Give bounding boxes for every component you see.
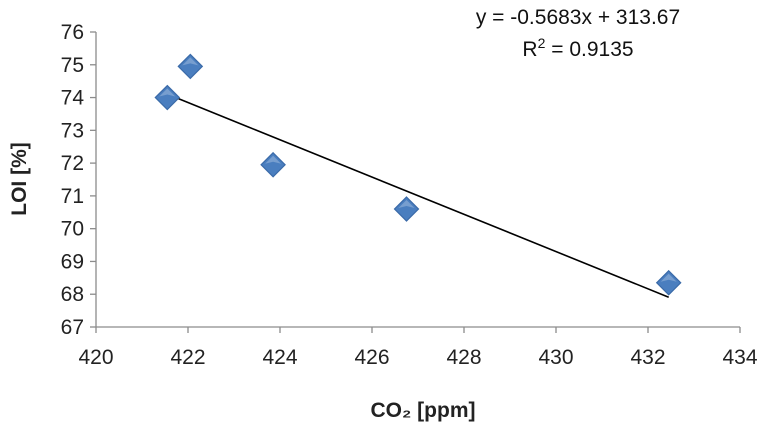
y-axis-title: LOI [%] (8, 142, 31, 216)
y-tick-label: 70 (61, 218, 84, 241)
x-tick-label: 430 (538, 346, 573, 369)
x-tick-label: 424 (262, 346, 297, 369)
data-point (154, 84, 181, 111)
data-point (655, 269, 682, 296)
x-tick-label: 428 (446, 346, 481, 369)
trendline-equation: y = -0.5683x + 313.67 (476, 6, 680, 29)
x-tick-label: 432 (630, 346, 665, 369)
r-squared-prefix: R (522, 38, 537, 61)
data-point-highlight (398, 200, 415, 208)
data-point-highlight (265, 155, 282, 164)
x-tick-label: 420 (78, 346, 113, 369)
x-axis-title: CO₂ [ppm] (371, 399, 476, 422)
y-tick-label: 76 (61, 21, 84, 44)
y-tick-label: 69 (61, 250, 84, 273)
x-tick-label: 422 (170, 346, 205, 369)
x-tick-label: 434 (722, 346, 757, 369)
plot-area: 67 68 69 70 71 72 73 74 75 76 420 422 424 426 428 430 43… (61, 21, 758, 369)
y-tick-label: 74 (61, 87, 85, 110)
y-tick-label: 71 (61, 185, 84, 208)
trendline (166, 93, 670, 298)
data-point-highlight (182, 57, 199, 66)
y-tick-label: 75 (61, 54, 84, 77)
y-tick-label: 68 (61, 283, 84, 306)
r-squared-superscript: 2 (538, 35, 546, 51)
data-point-highlight (159, 88, 176, 97)
y-tick-label: 72 (61, 152, 84, 175)
y-tick-label: 73 (61, 119, 84, 142)
r-squared-value: = 0.9135 (545, 38, 633, 61)
x-tick-label: 426 (354, 346, 389, 369)
data-point-highlight (660, 273, 677, 282)
data-point (393, 196, 420, 222)
data-point (260, 151, 286, 178)
r-squared-label: R2 = 0.9135 (522, 35, 633, 61)
data-point (177, 53, 204, 80)
y-tick-label: 67 (61, 316, 84, 339)
